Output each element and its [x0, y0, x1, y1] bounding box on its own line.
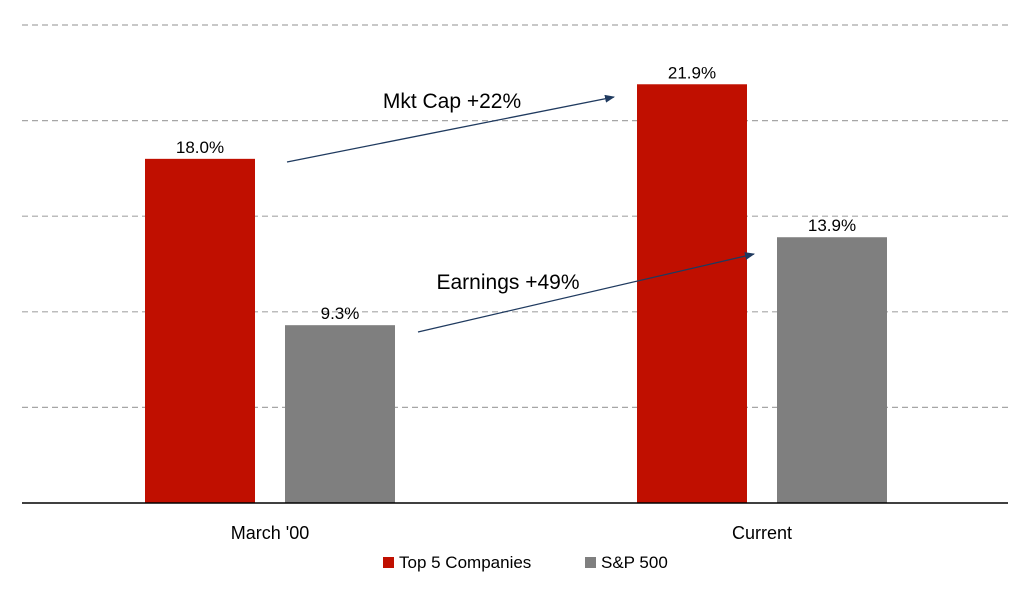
value-label-sp500-march-00: 9.3% — [321, 304, 360, 323]
value-label-sp500-current: 13.9% — [808, 216, 856, 235]
value-label-top5-march-00: 18.0% — [176, 138, 224, 157]
bar-sp500-march-00 — [285, 325, 395, 503]
legend-label-top5: Top 5 Companies — [399, 553, 531, 572]
category-label-current: Current — [732, 523, 792, 543]
category-label-march-00: March '00 — [231, 523, 309, 543]
bar-sp500-current — [777, 237, 887, 503]
bar-top5-current — [637, 84, 747, 503]
legend-label-sp500: S&P 500 — [601, 553, 668, 572]
annotation-label-1: Mkt Cap +22% — [383, 90, 521, 113]
legend: Top 5 Companies S&P 500 — [383, 553, 668, 572]
annotation-label-2: Earnings +49% — [436, 271, 579, 294]
legend-swatch-sp500 — [585, 557, 596, 568]
bar-top5-march-00 — [145, 159, 255, 503]
category-labels: March '00 Current — [231, 523, 792, 543]
legend-swatch-top5 — [383, 557, 394, 568]
value-label-top5-current: 21.9% — [668, 63, 716, 82]
